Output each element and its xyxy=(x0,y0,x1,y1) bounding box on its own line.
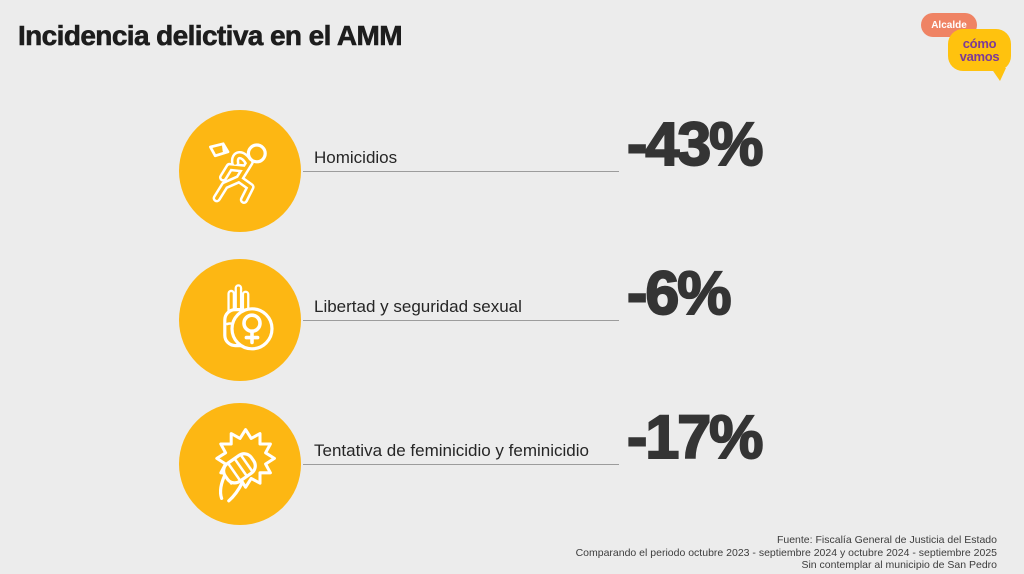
fist-impact-icon xyxy=(215,428,276,503)
footer-source: Fuente: Fiscalía General de Justicia del… xyxy=(776,534,997,546)
logo-word-vamos: vamos xyxy=(959,49,1000,64)
label-underline xyxy=(303,320,619,321)
stat-label: Tentativa de feminicidio y feminicidio xyxy=(314,441,589,460)
crime-scene-body-outline-icon xyxy=(209,142,267,204)
stat-row-tentativa-feminicidio: Tentativa de feminicidio y feminicidio -… xyxy=(179,403,804,525)
stat-row-libertad-seguridad-sexual: Libertad y seguridad sexual -6% xyxy=(179,259,804,381)
logo-word-como: cómo xyxy=(962,36,997,51)
footer-notes: Fuente: Fiscalía General de Justicia del… xyxy=(576,534,997,572)
alcalde-badge-label: Alcalde xyxy=(931,19,967,31)
stat-label: Libertad y seguridad sexual xyxy=(314,297,522,316)
page-title: Incidencia delictiva en el AMM xyxy=(18,20,403,52)
libertad-icon-circle xyxy=(179,259,301,381)
stat-label: Homicidios xyxy=(314,148,398,167)
stat-value: -43% xyxy=(626,110,764,178)
como-vamos-logo: Alcalde cómo vamos xyxy=(915,10,1015,82)
homicidios-icon-circle xyxy=(179,110,301,232)
alcalde-badge: Alcalde xyxy=(921,13,977,37)
stat-value: -6% xyxy=(626,259,733,327)
label-underline xyxy=(303,464,619,465)
feminicidio-icon-circle xyxy=(179,403,301,525)
label-underline xyxy=(303,171,619,172)
stat-value: -17% xyxy=(626,403,764,471)
stat-row-homicidios: Homicidios -43% xyxy=(179,110,804,232)
hand-female-symbol-icon xyxy=(223,284,274,351)
footer-exclusion: Sin contemplar al municipio de San Pedro xyxy=(801,559,997,571)
como-vamos-speech-bubble: cómo vamos xyxy=(948,29,1011,71)
footer-period: Comparando el periodo octubre 2023 - sep… xyxy=(575,546,997,559)
